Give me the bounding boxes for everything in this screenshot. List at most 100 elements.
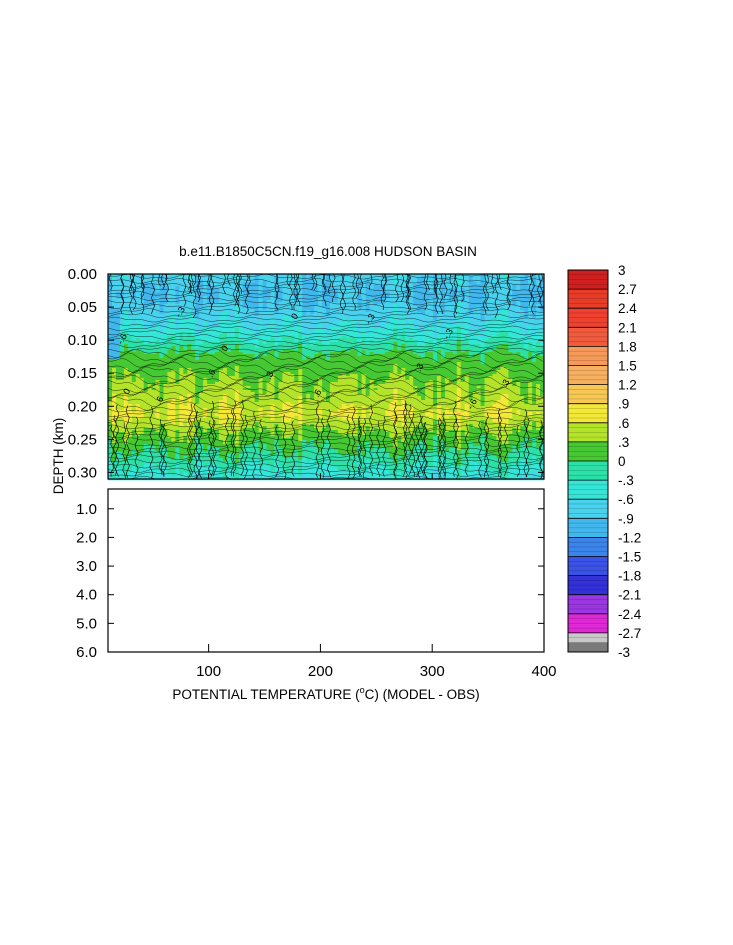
contour-band: [143, 340, 156, 343]
contour-band: [294, 338, 299, 341]
contour-band: [143, 380, 156, 383]
contour-band: [456, 364, 462, 367]
colorbar-swatch: [568, 594, 608, 615]
contour-band: [393, 370, 398, 373]
contour-band: [167, 412, 176, 415]
contour-band: [115, 456, 125, 459]
contour-band: [108, 308, 121, 311]
contour-band: [532, 354, 537, 357]
contour-band: [123, 320, 133, 323]
contour-band: [195, 322, 204, 325]
contour-band: [318, 428, 323, 431]
contour-band: [108, 286, 113, 289]
contour-band: [195, 376, 220, 379]
contour-band: [540, 460, 545, 463]
contour-band: [191, 400, 196, 403]
contour-band: [464, 374, 470, 377]
contour-band: [119, 350, 125, 353]
contour-band: [298, 424, 303, 427]
contour-band: [436, 334, 458, 337]
contour-band: [365, 418, 390, 421]
contour-band: [226, 438, 236, 441]
contour-band: [365, 304, 370, 307]
contour-band: [234, 370, 240, 373]
contour-band: [480, 392, 485, 395]
contour-band: [532, 278, 537, 281]
contour-band: [238, 460, 256, 463]
contour-band: [496, 370, 509, 373]
contour-band: [484, 340, 513, 343]
contour-band: [302, 398, 307, 401]
contour-band: [111, 454, 117, 457]
contour-band: [496, 346, 509, 349]
contour-band: [302, 316, 390, 319]
contour-band: [258, 446, 263, 449]
contour-band: [203, 286, 208, 289]
contour-band: [536, 428, 541, 431]
contour-band: [409, 320, 414, 323]
contour-band: [135, 466, 145, 469]
contour-band: [314, 280, 327, 283]
contour-band: [278, 304, 303, 307]
contour-band: [298, 430, 303, 433]
contour-band: [532, 312, 537, 315]
contour-band: [238, 282, 244, 285]
contour-band: [337, 288, 359, 291]
contour-band: [361, 392, 367, 395]
contour-band: [195, 458, 200, 461]
contour-band: [440, 278, 446, 281]
contour-band: [413, 428, 426, 431]
contour-band: [436, 452, 442, 455]
contour-band: [155, 304, 160, 307]
contour-band: [123, 474, 129, 477]
contour-band: [436, 360, 481, 363]
contour-band: [159, 356, 164, 359]
contour-band: [484, 424, 501, 427]
contour-band: [302, 406, 343, 409]
contour-band: [123, 408, 133, 411]
colorbar-label: -1.8: [618, 569, 641, 584]
contour-band: [183, 336, 188, 339]
contour-band: [127, 332, 160, 335]
contour-band: [389, 470, 406, 473]
contour-band: [536, 474, 545, 477]
colorbar-label: .6: [618, 416, 629, 431]
contour-band: [326, 398, 331, 401]
contour-band: [298, 452, 303, 455]
contour-band: [532, 394, 537, 397]
contour-band: [460, 424, 470, 427]
contour-band: [357, 406, 363, 409]
contour-band: [401, 348, 406, 351]
contour-band: [215, 412, 244, 415]
contour-band: [175, 432, 180, 435]
contour-band: [460, 416, 466, 419]
contour-band: [389, 294, 406, 297]
contour-line: [320, 417, 325, 478]
contour-band: [159, 412, 168, 415]
contour-band: [322, 382, 331, 385]
contour-band: [361, 414, 367, 417]
contour-band: [238, 470, 271, 473]
contour-band: [369, 288, 374, 291]
contour-band: [425, 462, 434, 465]
contour-band: [361, 410, 367, 413]
contour-band: [159, 442, 164, 445]
contour-band: [373, 384, 378, 387]
contour-line: [198, 418, 203, 479]
contour-band: [444, 460, 458, 463]
contour-band: [254, 400, 260, 403]
contour-band: [516, 286, 521, 289]
contour-band: [417, 442, 426, 445]
contour-band: [329, 394, 367, 397]
contour-band: [298, 320, 303, 323]
contour-band: [357, 290, 363, 293]
contour-band: [436, 288, 442, 291]
contour-band: [282, 324, 295, 327]
contour-band: [302, 412, 319, 415]
contour-band: [508, 368, 545, 371]
contour-band: [187, 458, 192, 461]
contour-band: [508, 278, 521, 281]
contour-band: [195, 352, 204, 355]
contour-band: [238, 346, 256, 349]
